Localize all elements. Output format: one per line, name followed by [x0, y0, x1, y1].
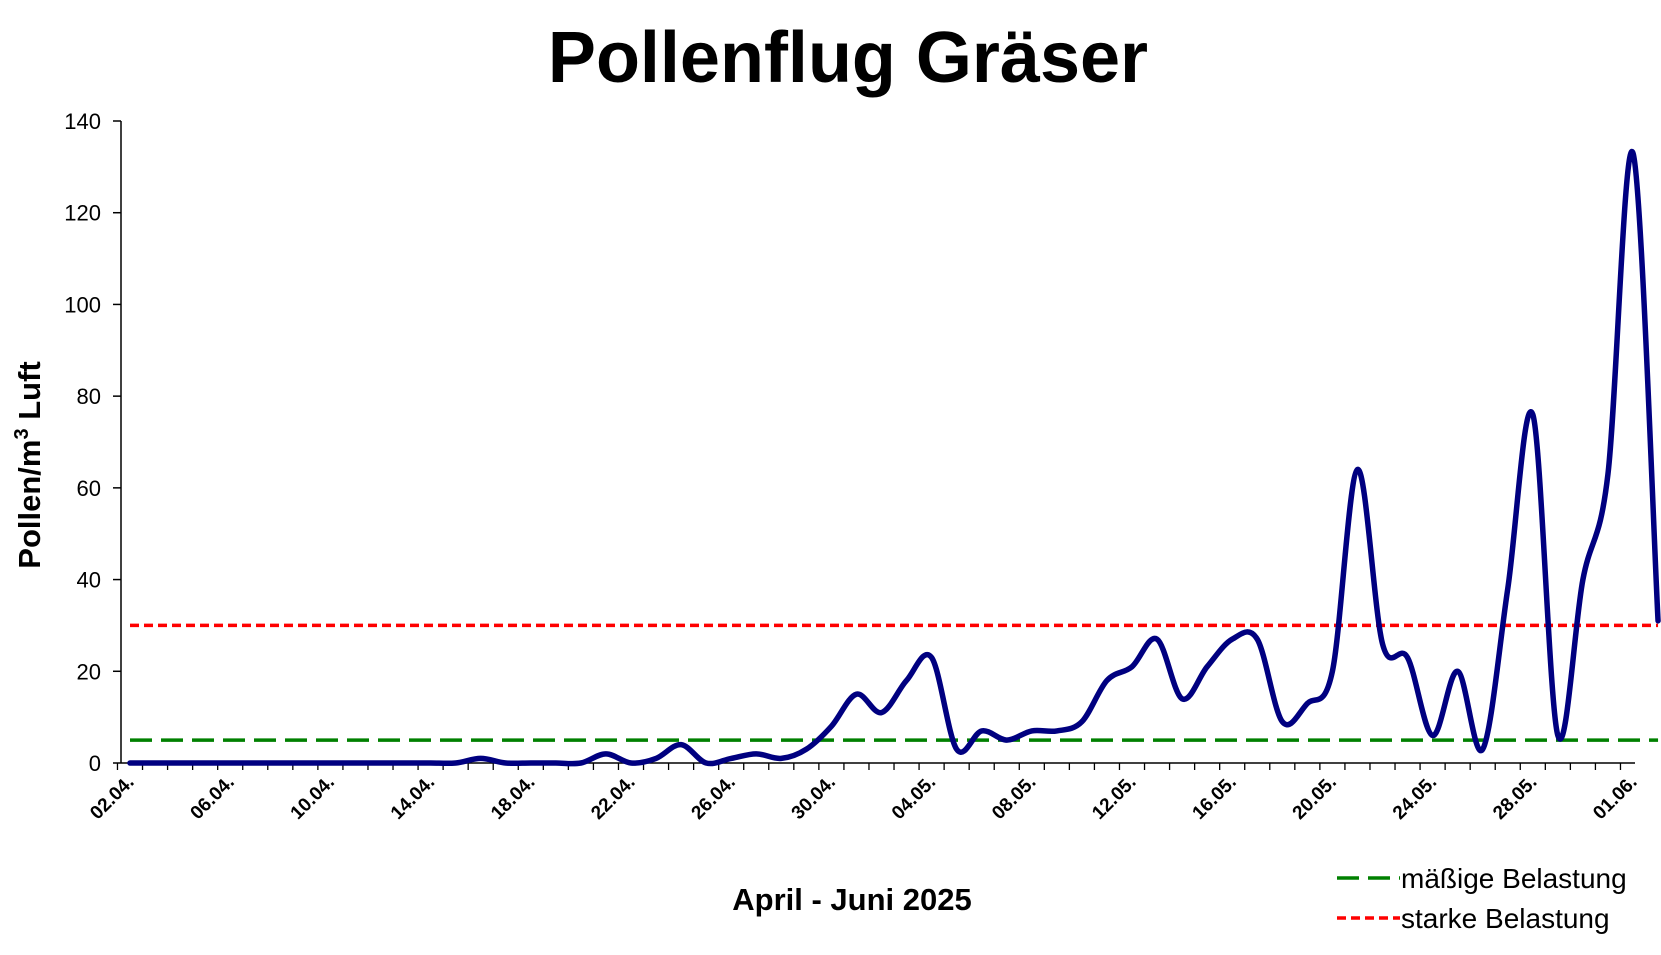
y-tick-label: 0	[89, 751, 101, 776]
x-tick-label: 24.05.	[1389, 772, 1441, 824]
x-tick-label: 01.06.	[1589, 772, 1641, 824]
x-ticks: 02.04. 06.04. 10.04. 14.04. 18.04. 22.04. 26.0…	[86, 763, 1642, 824]
x-tick-label: 22.04.	[587, 772, 639, 824]
y-tick-label: 60	[77, 476, 101, 501]
y-tick-label: 80	[77, 384, 101, 409]
x-tick-label: 26.04.	[688, 772, 740, 824]
y-axis-label-superscript: 3	[11, 428, 33, 439]
x-tick-label: 14.04.	[387, 772, 439, 824]
x-tick-label: 20.05.	[1289, 772, 1341, 824]
legend-label-moderate: mäßige Belastung	[1401, 863, 1627, 894]
y-axis-label-main: Pollen/m	[12, 440, 47, 569]
x-tick-label: 06.04.	[187, 772, 239, 824]
x-tick-label: 04.05.	[888, 772, 940, 824]
y-tick-label: 40	[77, 568, 101, 593]
threshold-lines	[130, 623, 1659, 742]
chart-title: Pollenflug Gräser	[548, 18, 1148, 98]
x-tick-label: 02.04.	[86, 772, 138, 824]
legend: mäßige Belastung starke Belastung	[1337, 863, 1627, 934]
y-tick-label: 100	[64, 292, 101, 317]
x-axis-label: April - Juni 2025	[732, 882, 971, 917]
y-tick-label: 140	[64, 109, 101, 134]
x-tick-label: 30.04.	[788, 772, 840, 824]
y-tick-label: 20	[77, 659, 101, 684]
x-tick-label: 12.05.	[1088, 772, 1140, 824]
x-tick-label: 08.05.	[988, 772, 1040, 824]
y-tick-label: 120	[64, 201, 101, 226]
y-ticks: 0 20 40 60 80 100 120 140	[64, 109, 121, 776]
y-axis-label: Pollen/m3 Luft	[11, 361, 47, 568]
x-tick-label: 10.04.	[287, 772, 339, 824]
y-axis: 0 20 40 60 80 100 120 140	[64, 109, 122, 776]
x-tick-label: 16.05.	[1189, 772, 1241, 824]
x-tick-label: 28.05.	[1489, 772, 1541, 824]
pollen-series-line	[127, 148, 1661, 767]
legend-label-strong: starke Belastung	[1401, 903, 1610, 934]
x-tick-label: 18.04.	[487, 772, 539, 824]
x-axis: 02.04. 06.04. 10.04. 14.04. 18.04. 22.04. 26.0…	[86, 762, 1642, 824]
y-axis-label-tail: Luft	[12, 361, 47, 428]
